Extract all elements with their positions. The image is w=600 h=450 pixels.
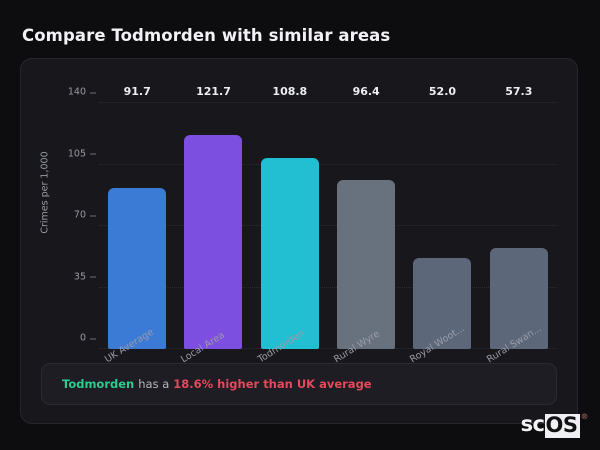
- bar-value-label: 108.8: [272, 85, 308, 98]
- bar-group[interactable]: 91.7 UK Average: [99, 85, 175, 365]
- bar-value-label: 57.3: [505, 85, 533, 98]
- gridline: [99, 286, 557, 288]
- bar-group[interactable]: 57.3 Rural Swan...: [481, 85, 557, 365]
- watermark-highlight: OS: [544, 413, 580, 438]
- y-axis-tick-label: 0: [80, 333, 99, 344]
- y-axis-tick-label: 105: [68, 148, 99, 159]
- page-title: Compare Todmorden with similar areas: [22, 26, 391, 45]
- bar[interactable]: 52.0: [413, 85, 472, 349]
- registered-mark-icon: ®: [580, 412, 589, 421]
- bar[interactable]: 96.4: [337, 85, 396, 349]
- bar[interactable]: 108.8: [260, 85, 319, 349]
- y-axis-tick-label: 140: [68, 87, 99, 98]
- gridline: [99, 348, 557, 349]
- insight-delta: 18.6% higher than UK average: [173, 377, 372, 391]
- scos-watermark: sc OS ®: [520, 412, 589, 438]
- bar-group[interactable]: 121.7 Local Area: [175, 85, 251, 365]
- y-axis-tick-label: 35: [74, 271, 99, 282]
- watermark-prefix: sc: [520, 412, 545, 436]
- bar-series: 91.7 UK Average 121.7 Local Area 108.8 Todmor…: [99, 85, 557, 365]
- bar[interactable]: 91.7: [108, 85, 167, 349]
- gridline: [99, 225, 557, 226]
- gridline: [99, 102, 557, 103]
- comparison-chart-card: Crimes per 1,000 0 35 70 105 140 91.7 UK Aver…: [20, 58, 578, 424]
- gridline: [99, 163, 557, 165]
- y-axis-title: Crimes per 1,000: [39, 151, 51, 234]
- y-axis-tick-label: 70: [74, 210, 99, 221]
- bar[interactable]: 121.7: [184, 85, 243, 349]
- bar-chart: Crimes per 1,000 0 35 70 105 140 91.7 UK Aver…: [21, 59, 579, 365]
- bar[interactable]: 57.3: [489, 85, 548, 349]
- bar-value-label: 121.7: [196, 85, 231, 98]
- insight-area-name: Todmorden: [62, 377, 135, 391]
- insight-connector: has a: [138, 377, 170, 391]
- bar-value-label: 52.0: [428, 85, 457, 98]
- bar-value-label: 91.7: [123, 85, 151, 98]
- bar-group[interactable]: 52.0 Royal Woot...: [404, 85, 480, 365]
- insight-banner: Todmorden has a 18.6% higher than UK ave…: [41, 363, 557, 405]
- bar-value-label: 96.4: [352, 85, 380, 98]
- bar-group[interactable]: 96.4 Rural Wyre: [328, 85, 404, 365]
- bar-group[interactable]: 108.8 Todmorden: [252, 85, 328, 365]
- plot-area: 0 35 70 105 140 91.7 UK Average 121.7 Local Are…: [68, 85, 557, 365]
